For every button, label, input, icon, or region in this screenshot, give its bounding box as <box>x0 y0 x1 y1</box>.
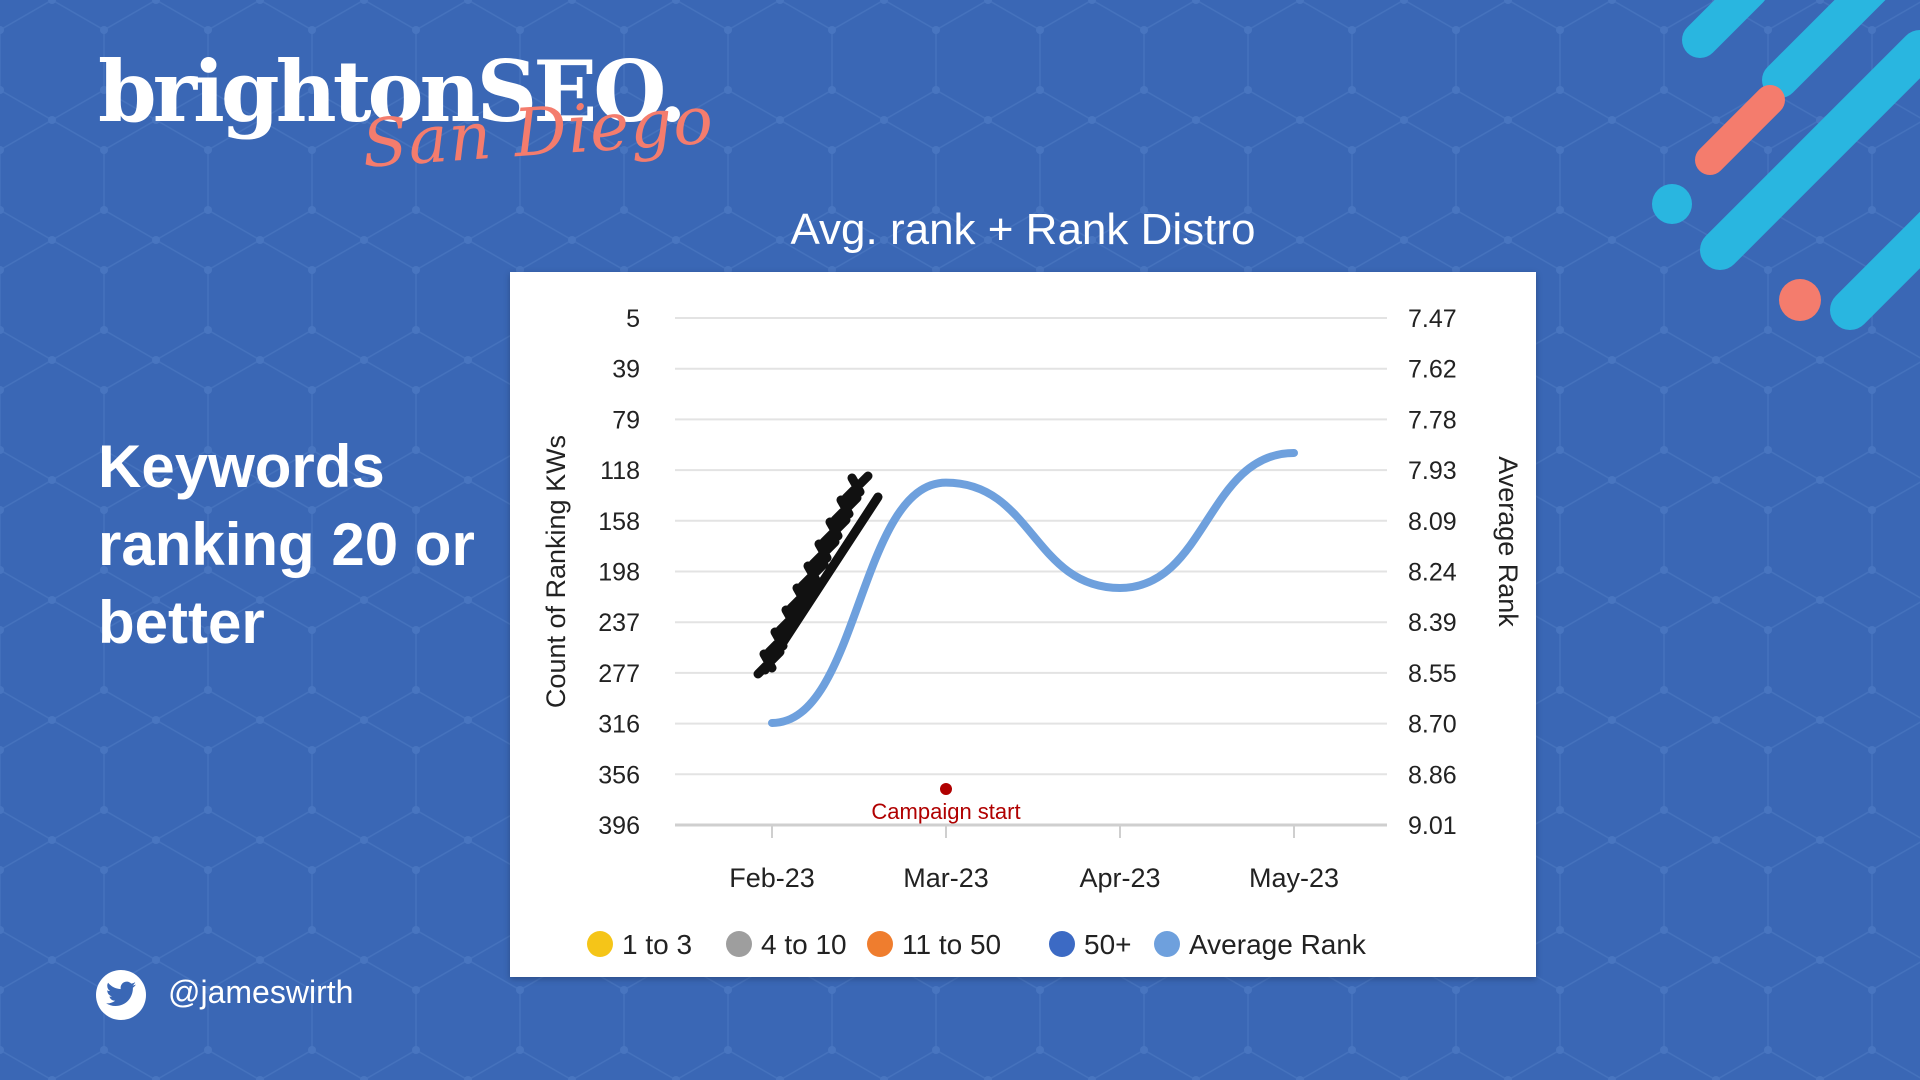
deco-stripe-cyan-1 <box>1682 0 1765 58</box>
deco-dot-cyan <box>1652 184 1692 224</box>
deco-stripe-coral <box>1695 85 1785 175</box>
x-tick-label: Apr-23 <box>1079 863 1160 893</box>
legend-swatch <box>726 931 752 957</box>
y-right-tick-label: 8.09 <box>1408 508 1457 536</box>
y-axis-left-title: Count of Ranking KWs <box>541 435 571 708</box>
deco-stripe-cyan-3 <box>1700 30 1920 270</box>
x-tick-label: Feb-23 <box>729 863 815 893</box>
y-right-tick-label: 8.70 <box>1408 711 1457 739</box>
deco-dot-coral <box>1779 279 1821 321</box>
campaign-start-marker <box>940 783 952 795</box>
legend-label: 4 to 10 <box>761 929 847 960</box>
twitter-icon <box>106 981 136 1006</box>
y-left-tick-label: 356 <box>598 761 640 789</box>
y-left-tick-label: 316 <box>598 711 640 739</box>
y-left-tick-label: 5 <box>626 305 640 333</box>
x-tick-label: May-23 <box>1249 863 1339 893</box>
legend-swatch <box>867 931 893 957</box>
y-left-tick-label: 198 <box>598 559 640 587</box>
x-tick-label: Mar-23 <box>903 863 989 893</box>
deco-stripe-cyan-4 <box>1830 211 1920 330</box>
twitter-badge[interactable] <box>96 970 146 1020</box>
y-right-tick-label: 7.47 <box>1408 305 1457 333</box>
y-left-tick-label: 39 <box>612 356 640 384</box>
y-right-tick-label: 8.86 <box>1408 761 1457 789</box>
y-right-tick-label: 8.55 <box>1408 660 1457 688</box>
scribble-mark <box>753 471 883 679</box>
chart-card: 5 7.47 39 7.62 79 7.78 118 7.93 158 8.09 198 8.24 23… <box>510 272 1536 977</box>
y-axis-right-title: Average Rank <box>1493 456 1523 627</box>
y-right-tick-label: 7.93 <box>1408 457 1457 485</box>
y-left-tick-label: 277 <box>598 660 640 688</box>
legend-label: Average Rank <box>1189 929 1367 960</box>
rank-chart: 5 7.47 39 7.62 79 7.78 118 7.93 158 8.09 198 8.24 23… <box>541 305 1523 960</box>
y-right-tick-label: 9.01 <box>1408 812 1457 840</box>
deco-stripe-cyan-2 <box>1762 0 1886 98</box>
legend-label: 50+ <box>1084 929 1132 960</box>
y-right-tick-label: 7.78 <box>1408 406 1457 434</box>
brightonseo-logo: brightonSEO. <box>98 42 687 141</box>
legend-swatch <box>1049 931 1075 957</box>
y-right-tick-label: 8.39 <box>1408 609 1457 637</box>
y-left-tick-label: 158 <box>598 508 640 536</box>
y-right-tick-label: 8.24 <box>1408 559 1457 587</box>
twitter-handle[interactable]: @jameswirth <box>168 974 354 1010</box>
y-left-tick-label: 118 <box>600 457 640 485</box>
y-left-tick-label: 396 <box>598 812 640 840</box>
chart-title: Avg. rank + Rank Distro <box>790 205 1256 254</box>
legend-swatch <box>1154 931 1180 957</box>
y-left-tick-label: 79 <box>612 406 640 434</box>
legend-label: 11 to 50 <box>902 929 1001 960</box>
legend-label: 1 to 3 <box>622 929 692 960</box>
legend-swatch <box>587 931 613 957</box>
average-rank-line <box>768 448 1298 727</box>
y-left-tick-label: 237 <box>598 609 640 637</box>
decorative-stripes <box>1652 0 1920 330</box>
campaign-start-label: Campaign start <box>871 799 1020 824</box>
y-right-tick-label: 7.62 <box>1408 356 1457 384</box>
slide-heading: Keywords ranking 20 or better <box>98 433 475 656</box>
